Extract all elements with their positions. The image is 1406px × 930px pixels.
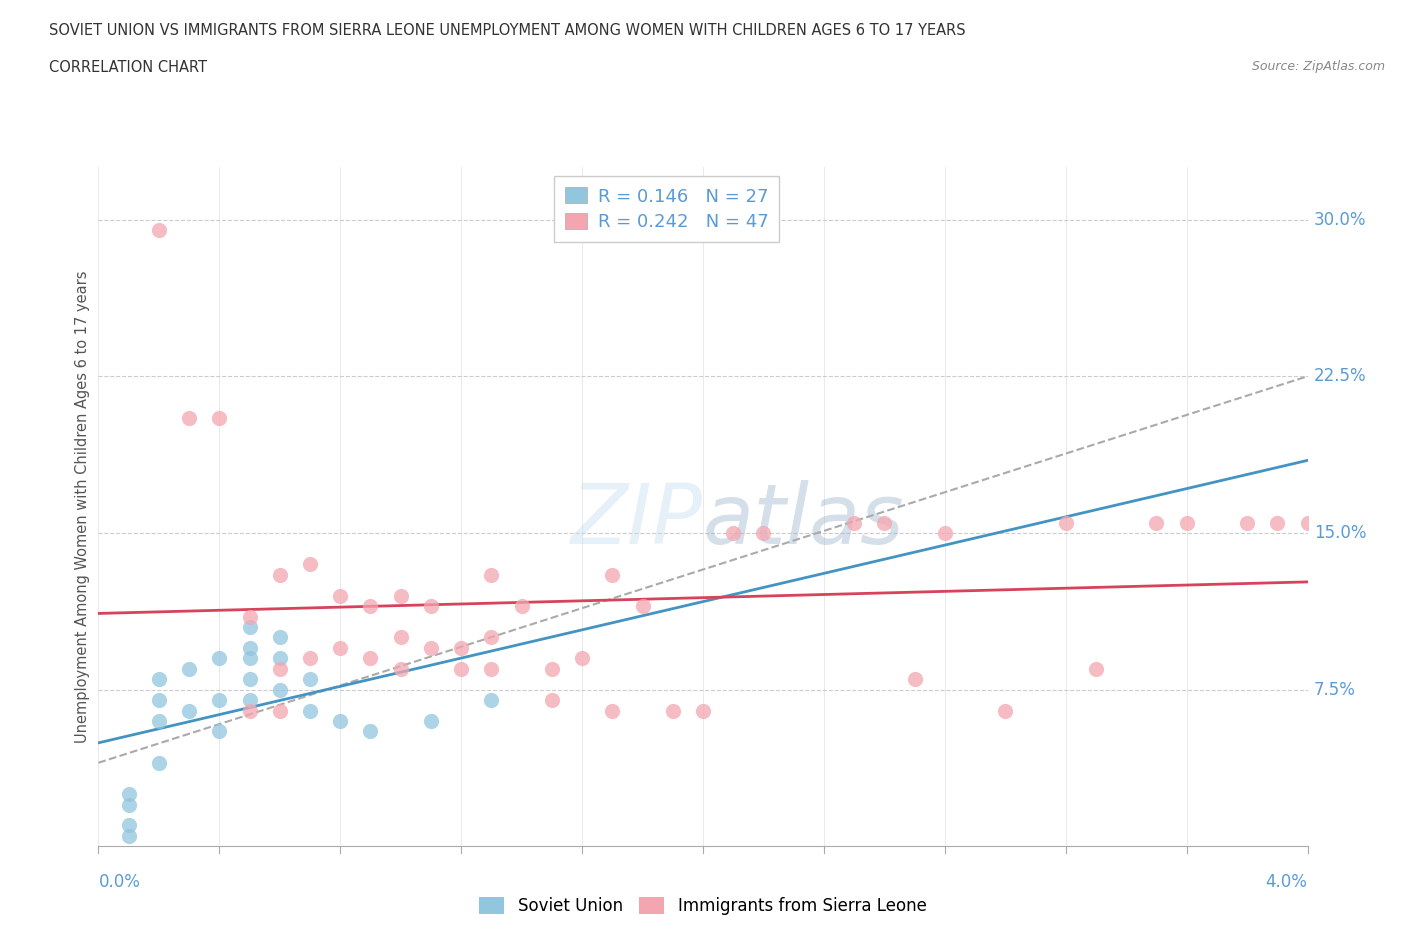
Point (239, 671, 262, 686)
Point (269, 703, 291, 718)
Point (299, 651, 322, 666)
Point (208, 693, 231, 708)
Point (389, 588, 412, 603)
Point (1236, 515, 1258, 530)
Point (239, 619, 262, 634)
Point (450, 661, 472, 676)
Point (602, 567, 624, 582)
Point (148, 671, 170, 686)
Point (540, 693, 562, 708)
Text: 7.5%: 7.5% (1313, 681, 1355, 698)
Point (299, 703, 322, 718)
Text: 30.0%: 30.0% (1313, 210, 1367, 229)
Point (329, 588, 352, 603)
Point (1265, 515, 1288, 530)
Point (450, 641, 472, 656)
Point (118, 818, 141, 833)
Point (148, 755, 170, 770)
Text: Source: ZipAtlas.com: Source: ZipAtlas.com (1251, 60, 1385, 73)
Point (1296, 515, 1319, 530)
Point (1175, 515, 1198, 530)
Point (479, 661, 503, 676)
Point (1085, 661, 1108, 676)
Point (844, 515, 866, 530)
Point (269, 567, 291, 582)
Y-axis label: Unemployment Among Women with Children Ages 6 to 17 years: Unemployment Among Women with Children A… (75, 271, 90, 743)
Text: atlas: atlas (703, 480, 904, 561)
Point (419, 599, 441, 614)
Point (479, 693, 503, 708)
Legend: Soviet Union, Immigrants from Sierra Leone: Soviet Union, Immigrants from Sierra Leo… (472, 890, 934, 922)
Point (1144, 515, 1167, 530)
Text: ZIP: ZIP (571, 480, 703, 561)
Point (269, 661, 291, 676)
Point (269, 651, 291, 666)
Point (148, 693, 170, 708)
Point (239, 703, 262, 718)
Point (723, 525, 745, 540)
Point (359, 599, 381, 614)
Point (269, 683, 291, 698)
Point (571, 651, 593, 666)
Text: 4.0%: 4.0% (1265, 873, 1308, 892)
Text: CORRELATION CHART: CORRELATION CHART (49, 60, 207, 75)
Point (118, 787, 141, 802)
Point (208, 651, 231, 666)
Point (179, 411, 201, 426)
Point (389, 661, 412, 676)
Point (179, 703, 201, 718)
Point (329, 641, 352, 656)
Point (148, 222, 170, 237)
Point (994, 703, 1017, 718)
Point (118, 829, 141, 844)
Point (239, 651, 262, 666)
Point (239, 693, 262, 708)
Point (299, 671, 322, 686)
Point (269, 630, 291, 644)
Point (631, 599, 654, 614)
Point (934, 525, 956, 540)
Text: 22.5%: 22.5% (1313, 367, 1367, 385)
Point (359, 651, 381, 666)
Text: 15.0%: 15.0% (1313, 524, 1367, 542)
Point (1054, 515, 1077, 530)
Point (329, 713, 352, 728)
Point (118, 797, 141, 812)
Point (661, 703, 683, 718)
Point (239, 641, 262, 656)
Point (179, 661, 201, 676)
Point (239, 609, 262, 624)
Point (208, 411, 231, 426)
Point (692, 703, 714, 718)
Text: SOVIET UNION VS IMMIGRANTS FROM SIERRA LEONE UNEMPLOYMENT AMONG WOMEN WITH CHILD: SOVIET UNION VS IMMIGRANTS FROM SIERRA L… (49, 23, 966, 38)
Point (389, 630, 412, 644)
Point (752, 525, 775, 540)
Point (873, 515, 896, 530)
Point (148, 713, 170, 728)
Point (510, 599, 533, 614)
Point (540, 661, 562, 676)
Point (479, 630, 503, 644)
Point (903, 671, 925, 686)
Point (419, 641, 441, 656)
Point (602, 703, 624, 718)
Point (299, 557, 322, 572)
Legend: R = 0.146   N = 27, R = 0.242   N = 47: R = 0.146 N = 27, R = 0.242 N = 47 (554, 177, 779, 242)
Point (208, 724, 231, 738)
Text: 0.0%: 0.0% (98, 873, 141, 892)
Point (359, 724, 381, 738)
Point (419, 713, 441, 728)
Point (479, 567, 503, 582)
